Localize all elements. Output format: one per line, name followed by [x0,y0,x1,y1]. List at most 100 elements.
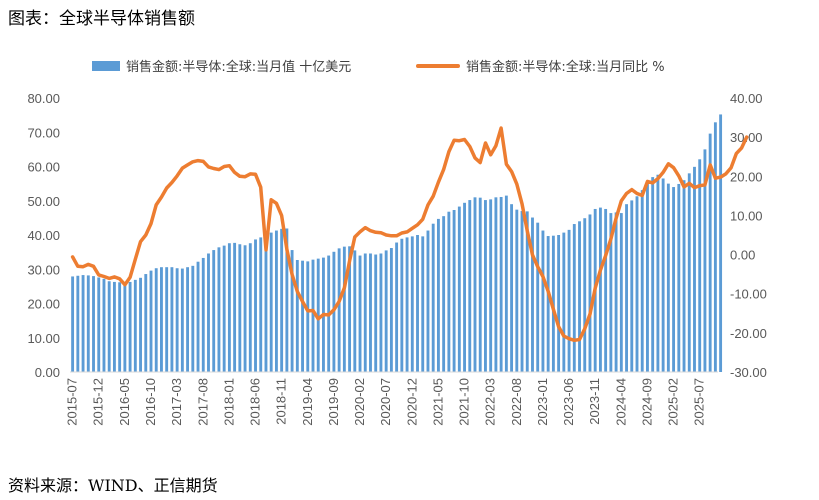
source-note: 资料来源：WIND、正信期货 [8,476,218,495]
bar [207,253,210,372]
bar [630,200,634,372]
bar-series [71,114,723,372]
bar [306,261,310,372]
bar [264,234,268,372]
bar [363,253,367,372]
yoy-line [70,126,749,343]
bar [504,195,508,372]
bar [442,216,446,372]
x-axis-tick-label: 2024-09 [639,378,654,426]
bar [118,282,122,372]
x-axis-tick-label: 2025-07 [692,378,707,426]
bar [473,197,477,372]
bar [463,202,466,372]
right-axis-tick-label: 20.00 [730,169,763,184]
x-axis-tick-label: 2020-07 [378,378,393,426]
right-axis: -30.00-20.00-10.000.0010.0020.0030.0040.… [730,91,767,380]
bar [572,224,576,372]
bar [301,260,304,372]
bar [92,276,95,372]
bar [123,282,127,372]
bar [541,230,545,372]
bar [640,190,644,372]
right-axis-tick-label: -10.00 [730,287,767,302]
bar [170,267,174,372]
legend-bar-label: 销售金额:半导体:全球:当月值 十亿美元 [126,59,351,75]
bar [703,149,707,372]
bar [274,230,278,372]
bar [353,250,357,372]
x-axis-tick-label: 2020-12 [404,378,419,426]
bar [672,187,676,372]
legend-bar-swatch [92,61,120,71]
bar [389,248,393,372]
bar [384,250,388,372]
bar [112,281,116,372]
bar [160,267,163,372]
x-axis-tick-label: 2023-01 [535,378,550,426]
bar [316,258,320,372]
bar [139,277,142,372]
bar [567,229,571,372]
bar [400,238,404,372]
bar [290,250,294,372]
x-axis-tick-label: 2024-04 [613,378,628,426]
bar [619,213,623,372]
bar [254,239,257,372]
bar [248,243,252,372]
bar [604,208,608,372]
bar [222,245,226,372]
bar [379,253,383,372]
bar [478,197,482,372]
bar [295,260,299,372]
bar [358,255,362,372]
left-axis-tick-label: 60.00 [27,160,60,175]
bar [525,211,529,372]
bar [598,207,602,372]
bar [677,183,681,372]
x-axis-tick-label: 2025-02 [666,378,681,426]
bar [133,279,137,372]
bar [436,218,440,372]
bar [369,253,372,372]
x-axis-tick-label: 2016-05 [117,378,132,426]
left-axis-tick-label: 50.00 [27,194,60,209]
bar [656,174,660,372]
bar [447,211,451,372]
bar [154,268,158,372]
right-axis-tick-label: -20.00 [730,326,767,341]
bar [180,268,184,372]
bar [191,265,195,372]
bar [499,196,503,372]
left-axis-tick-label: 80.00 [27,91,60,106]
bar [102,278,106,372]
bar [719,114,723,372]
right-axis-tick-label: 0.00 [730,248,755,263]
bar [510,204,514,372]
bar [97,277,101,372]
bar [233,242,237,372]
bar [489,199,493,372]
bar [149,270,153,372]
x-axis-tick-label: 2017-03 [169,378,184,426]
bar [520,211,524,372]
x-axis-tick-label: 2019-09 [326,378,341,426]
bar [693,166,696,372]
bar [531,217,534,372]
bar [144,274,148,372]
x-axis-tick-label: 2019-04 [300,378,315,426]
legend-line-label: 销售金额:半导体:全球:当月同比 % [466,59,665,75]
bar [515,209,519,372]
left-axis-tick-label: 10.00 [27,331,60,346]
bar [269,232,273,372]
bar [666,183,670,372]
bar [713,122,717,372]
bar [71,276,75,372]
bar [196,261,200,372]
bar [452,209,456,372]
x-axis-tick-label: 2017-08 [195,378,210,426]
left-axis-tick-label: 0.00 [35,365,60,380]
bar [86,275,90,372]
x-axis-tick-label: 2018-11 [274,378,289,425]
